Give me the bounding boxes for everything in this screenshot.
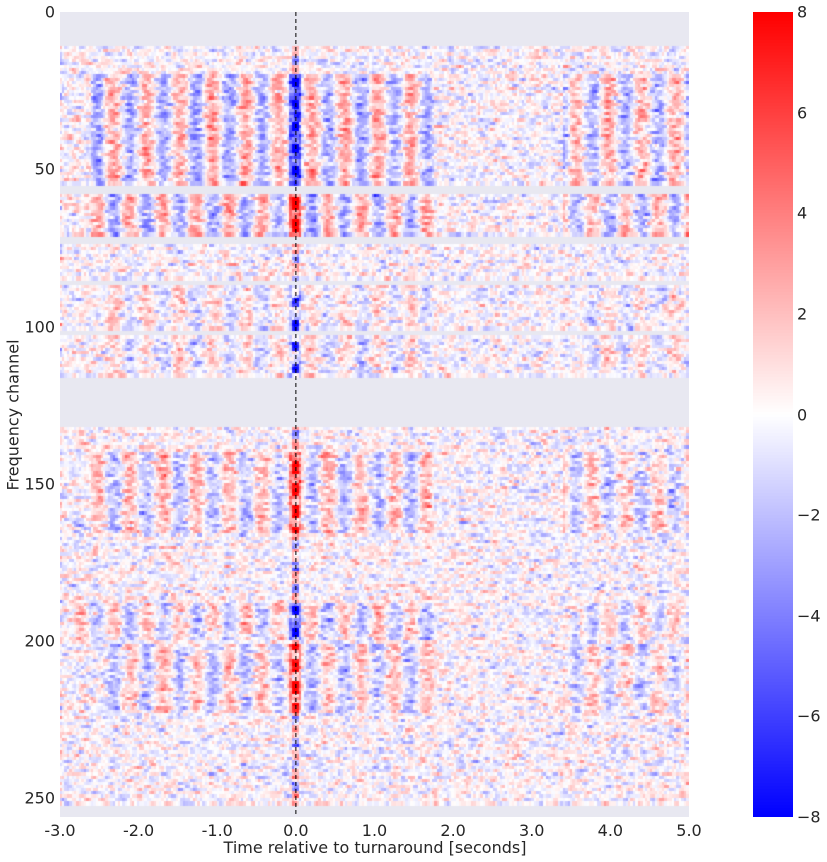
- y-tick-label: 250: [24, 788, 55, 808]
- x-tick-label: 2.0: [440, 821, 466, 840]
- colorbar-tick-label: 4: [797, 203, 808, 223]
- heatmap-image: [60, 12, 689, 817]
- y-axis-label: Frequency channel: [3, 339, 23, 491]
- x-tick-label: 5.0: [676, 821, 702, 840]
- x-tick-label: -1.0: [201, 821, 233, 840]
- x-tick-label: 1.0: [361, 821, 388, 840]
- y-tick-label: 100: [24, 317, 55, 337]
- colorbar-tick-label: −2: [797, 505, 821, 525]
- x-tick-label: 0.0: [283, 821, 309, 840]
- x-tick-label: 3.0: [519, 821, 545, 840]
- reference-line-layer: [295, 12, 297, 817]
- y-tick-label: 200: [24, 631, 55, 651]
- colorbar-tick-label: −8: [797, 807, 821, 827]
- colorbar-tick-label: −4: [797, 606, 821, 626]
- y-tick-label: 150: [24, 474, 55, 494]
- y-tick-label: 50: [34, 159, 55, 179]
- colorbar-tick-label: 0: [797, 405, 808, 424]
- x-tick-label: 4.0: [597, 821, 624, 840]
- x-tick-label: -3.0: [44, 821, 76, 840]
- x-axis-label: Time relative to turnaround [seconds]: [223, 838, 527, 857]
- colorbar-tick-label: 8: [797, 2, 808, 22]
- y-tick-label: 0: [44, 2, 55, 22]
- colorbar: [753, 12, 793, 817]
- x-tick-label: -2.0: [123, 821, 155, 840]
- colorbar-tick-label: −6: [797, 706, 821, 726]
- colorbar-tick-label: 6: [797, 103, 808, 123]
- colorbar-tick-label: 2: [797, 304, 808, 324]
- heatmap-plot-area: [60, 12, 689, 817]
